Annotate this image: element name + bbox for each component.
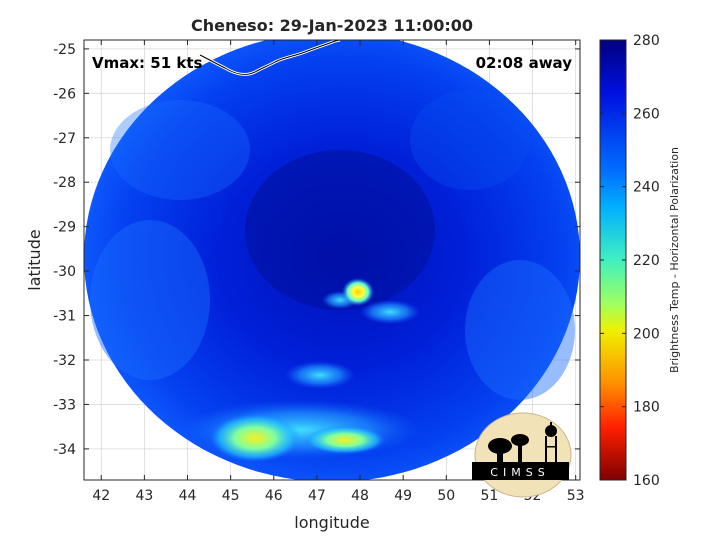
tick-marks — [84, 40, 580, 480]
rainband-north-segment — [285, 361, 355, 389]
y-tick-label: -31 — [53, 309, 76, 325]
colorbar-tick-label: 240 — [633, 180, 660, 196]
cimss-logo: CIMSS — [472, 412, 572, 498]
x-tick-label: 45 — [222, 488, 240, 504]
colorbar-tick-label: 160 — [633, 473, 660, 489]
colorbar — [600, 40, 626, 480]
x-tick-label: 50 — [437, 488, 455, 504]
time-away-annotation: 02:08 away — [476, 54, 573, 72]
vmax-annotation: Vmax: 51 kts — [92, 54, 202, 72]
y-tick-label: -33 — [53, 397, 76, 413]
x-tick-label: 49 — [394, 488, 412, 504]
y-tick-label: -34 — [53, 442, 76, 458]
logo-text: CIMSS — [490, 466, 549, 479]
rainband-west-core — [210, 414, 300, 462]
x-tick-label: 47 — [308, 488, 326, 504]
logo-tower-icon — [545, 422, 557, 462]
y-tick-label: -29 — [53, 220, 76, 236]
colorbar-tick-label: 220 — [633, 253, 660, 269]
colorbar-tick-label: 260 — [633, 106, 660, 122]
x-axis-label: longitude — [294, 513, 369, 532]
axes-box — [83, 39, 581, 481]
coastline — [199, 40, 341, 76]
y-tick-label: -30 — [53, 264, 76, 280]
y-tick-label: -26 — [53, 86, 76, 102]
inner-band — [360, 300, 420, 324]
colorbar-label: Brightness Temp - Horizontal Polarizatio… — [668, 147, 681, 373]
x-tick-label: 48 — [351, 488, 369, 504]
swath-west-region — [90, 220, 210, 380]
microwave-swath — [84, 40, 580, 480]
logo-dishes-icon — [488, 434, 529, 462]
swath-east-region — [465, 260, 575, 400]
y-tick-label: -28 — [53, 175, 76, 191]
x-tick-label: 43 — [135, 488, 153, 504]
colorbar-tick-label: 180 — [633, 400, 660, 416]
x-tick-label: 51 — [481, 488, 499, 504]
rainband-east-core — [305, 426, 385, 454]
x-tick-label: 44 — [179, 488, 197, 504]
colorbar-tick-label: 200 — [633, 326, 660, 342]
y-tick-labels: -25 -26 -27 -28 -29 -30 -31 -32 -33 -34 — [53, 42, 76, 458]
logo-text-band — [472, 462, 569, 480]
y-axis-label: latitude — [25, 229, 44, 290]
colorbar-tick-label: 280 — [633, 33, 660, 49]
y-tick-label: -32 — [53, 353, 76, 369]
cold-core — [245, 150, 435, 310]
storm-eye — [342, 278, 374, 306]
y-tick-label: -27 — [53, 131, 76, 147]
x-tick-label: 42 — [92, 488, 110, 504]
chart-title: Cheneso: 29-Jan-2023 11:00:00 — [191, 16, 473, 35]
y-tick-label: -25 — [53, 42, 76, 58]
x-tick-label: 46 — [265, 488, 283, 504]
swath-nw-region — [110, 100, 250, 200]
x-tick-label: 53 — [567, 488, 585, 504]
colorbar-ticks: 280 260 240 220 200 180 160 — [600, 33, 660, 489]
swath-ne-region — [410, 90, 530, 190]
